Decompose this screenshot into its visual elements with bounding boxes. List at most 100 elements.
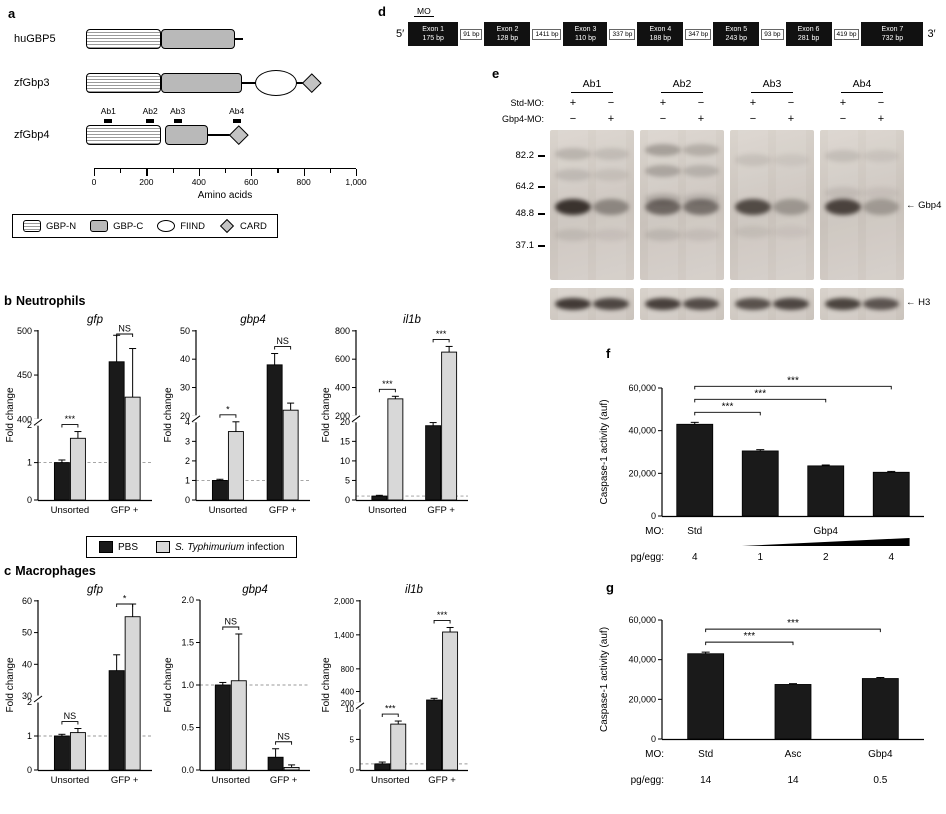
legend-item-fiind: FIIND	[157, 220, 205, 232]
chart-title: il1b	[405, 584, 424, 596]
y-axis-label: Fold change	[163, 387, 174, 442]
axis-break-slash	[355, 702, 365, 710]
bar-gfp+-0	[426, 699, 443, 771]
chart-macrophages-gfp: gfp Fold change 0 1 230 40 50 60 Unsorted GFP + NS…	[5, 584, 152, 786]
h3-band	[683, 298, 719, 310]
ab-header-ab2: Ab2	[640, 78, 724, 93]
exon-box-7: Exon 7 732 bp	[861, 22, 924, 47]
legend-label: FIIND	[180, 220, 205, 232]
bar-1	[774, 684, 812, 740]
panel-label-e: e	[492, 66, 500, 81]
h3-blot-ab3	[730, 288, 814, 320]
five-prime-label: 5′	[396, 28, 405, 41]
exon-size: 188 bp	[649, 35, 672, 43]
group-label: GFP +	[270, 775, 298, 786]
h3-band	[773, 298, 809, 310]
morpholino-target-label: MO	[414, 6, 434, 17]
chart-caspase-titration: Caspase-1 activity (auf) 0 20,000 40,000 60,…	[598, 356, 942, 591]
x-row-item: Std	[698, 749, 713, 760]
axis-tick-label: 400	[191, 177, 206, 187]
y-axis-label: Fold change	[321, 657, 332, 712]
y-tick-label: 450	[17, 370, 32, 380]
x-row-prefix: MO:	[645, 749, 664, 760]
chart-macrophages-gbp4: gbp4 Fold change 0.0 0.5 1.0 1.5 2.0 Unsorted GF…	[162, 582, 314, 805]
axis-tick	[303, 169, 305, 176]
dose-wedge	[741, 538, 910, 546]
blot-band	[683, 193, 719, 205]
ab-header-label: Ab1	[570, 78, 614, 93]
blot-band	[645, 229, 681, 241]
y-tick-label: 2.0	[181, 595, 194, 605]
y-axis-label: Caspase-1 activity (auf)	[599, 399, 610, 504]
axis-tick	[198, 169, 200, 176]
bar-unsorted-0	[371, 495, 388, 501]
axis-break-slash	[33, 418, 43, 426]
y-axis-label: Caspase-1 activity (auf)	[599, 627, 610, 732]
mo-row-label-1: Gbp4-MO:	[501, 114, 544, 124]
axis-tick	[172, 169, 174, 173]
exon-box-3: Exon 3 110 bp	[563, 22, 608, 47]
y-tick-label: 200	[341, 699, 355, 708]
exon-size: 281 bp	[797, 35, 820, 43]
y-tick-label: 1	[185, 475, 190, 485]
amino-acid-axis: 0 200 400 600 800 1,000	[92, 168, 367, 194]
mo-row-label-0: Std-MO:	[510, 98, 544, 108]
blot-band	[645, 164, 681, 177]
axis-tick-label: 800	[296, 177, 311, 187]
bar-unsorted-1	[69, 732, 86, 771]
protein-row-zfGbp4: zfGbp4 Ab1 Ab2 Ab3 Ab4	[8, 106, 376, 158]
y-tick-label: 60,000	[628, 383, 656, 393]
protein-name: zfGbp3	[14, 77, 50, 89]
legend-item-card: CARD	[219, 218, 267, 234]
x-row-item: 14	[700, 775, 712, 786]
domain-legend: GBP-N GBP-C FIIND CARD	[12, 214, 278, 238]
blot-lane	[863, 288, 899, 320]
intron-size-label: 93 bp	[761, 28, 784, 40]
legend-item-0: PBS	[99, 541, 138, 553]
legend-label: GBP-C	[113, 220, 144, 232]
significance-label: ***	[65, 414, 76, 424]
blot-lane	[645, 288, 681, 320]
blot-band	[555, 198, 591, 215]
mo-sign: −	[569, 113, 577, 125]
mw-tick	[538, 186, 545, 188]
antibody-label: Ab1	[100, 106, 116, 116]
significance-label: NS	[64, 711, 77, 721]
y-tick-label: 1,400	[334, 631, 355, 640]
significance-label: ***	[437, 610, 448, 620]
protein-row-huGBP5: huGBP5	[8, 16, 376, 62]
group-label: Unsorted	[368, 505, 407, 516]
bar-unsorted-1	[230, 680, 247, 771]
macrophages-charts: gfp Fold change 0 1 2 30 40 50 60 Unsorted GFP + NS…	[4, 582, 490, 805]
treatment-legend: PBS S. Typhimurium infection	[86, 536, 298, 558]
significance-bracket	[705, 641, 794, 646]
h3-blot-ab4	[820, 288, 904, 320]
bar-unsorted-0	[53, 462, 70, 501]
exon-box-6: Exon 6 281 bp	[785, 22, 832, 47]
bar-unsorted-0	[53, 735, 70, 771]
legend-swatch	[99, 541, 113, 553]
blot-band	[825, 149, 861, 162]
neutrophils-charts: gfp Fold change 0 1 2 400 450 500 Unsorted GFP + *…	[4, 312, 490, 535]
antibody-epitope-tick	[146, 119, 155, 123]
x-row-item: 4	[692, 552, 698, 563]
group-label: Unsorted	[212, 775, 251, 786]
blot-lane	[863, 130, 899, 280]
group-label: Unsorted	[51, 775, 90, 786]
legend-item-gbp-n: GBP-N	[23, 220, 76, 232]
axis-tick-label: 1,000	[345, 177, 367, 187]
y-axis-label: Fold change	[321, 387, 332, 442]
intron-size-label: 1411 bp	[532, 28, 562, 40]
mo-sign: −	[607, 97, 615, 109]
significance-label: ***	[722, 401, 734, 412]
panel-label-f: f	[606, 346, 611, 361]
blot-band	[683, 143, 719, 156]
y-axis-label: Fold change	[5, 387, 16, 442]
x-row-item: 4	[888, 552, 894, 563]
chart-title: gbp4	[240, 314, 266, 326]
exon-name: Exon 4	[649, 26, 672, 33]
panel-label-g: g	[606, 580, 614, 595]
bar-unsorted-1	[390, 723, 407, 771]
